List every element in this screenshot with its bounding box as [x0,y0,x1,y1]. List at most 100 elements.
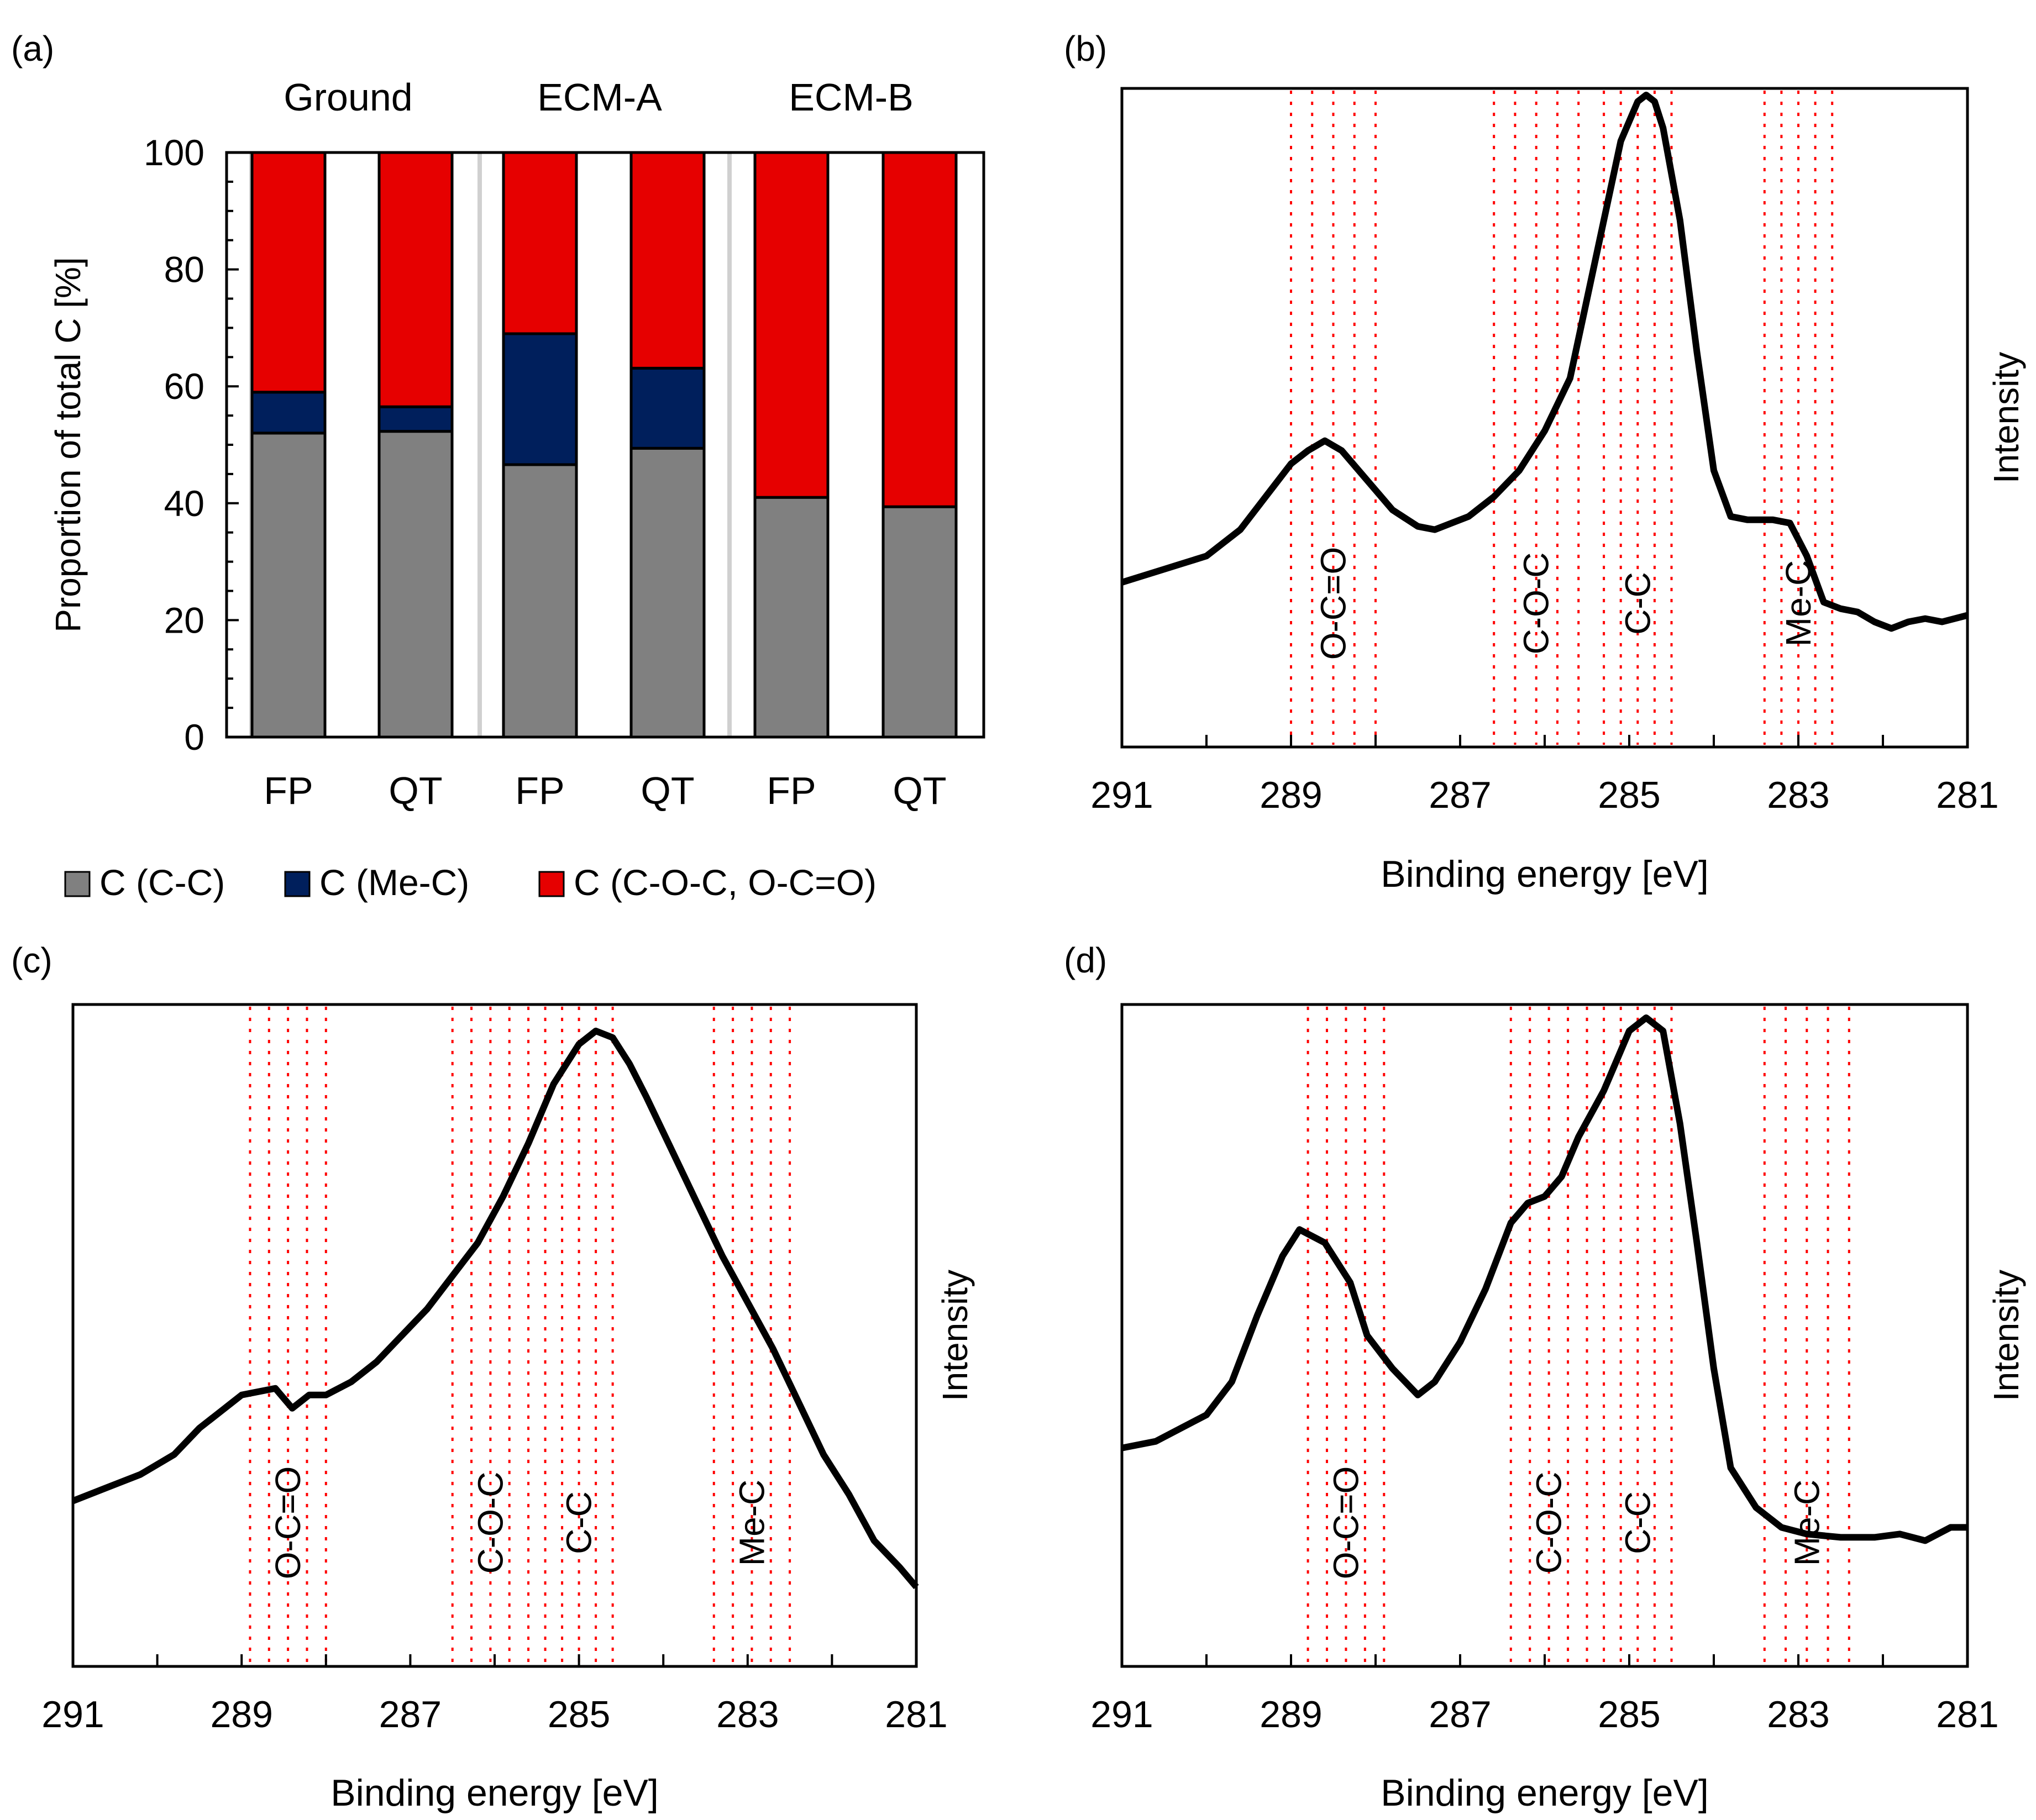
bar-segment-cc [881,505,958,739]
peak-bands: O-C=O C-O-C C-C Me-C [1290,91,1834,745]
x-axis: 291 289 287 285 283 281 [41,1654,948,1735]
bar-segment-coc [377,151,454,408]
peak-band-label: C-C [1618,1491,1657,1554]
peak-band: C-C [1603,1007,1673,1664]
peak-band-label: O-C=O [1314,547,1353,660]
spectrum-line [1121,1014,1967,1544]
panel-c-label: (c) [11,940,53,980]
x-axis-label: Binding energy [eV] [1381,853,1709,895]
legend: C (C-C) C (Me-C) C (C-O-C, O-C=O) [64,862,877,903]
peak-band: C-O-C [1493,91,1580,745]
legend-label-mec: C (Me-C) [319,862,469,903]
peak-band: Me-C [712,1007,791,1664]
y-axis-label: Intensity [1986,1270,2026,1401]
y-tick-label: 0 [184,717,204,758]
x-tick-label: 283 [716,1693,779,1735]
group-label-ecm-a: ECM-A [537,76,662,119]
peak-band-label: C-C [1618,572,1657,635]
legend-swatch-coc [538,871,565,897]
x-tick-label: 283 [1767,774,1829,816]
bar-segment-cc [753,496,830,739]
bar-segment-coc [250,151,327,394]
x-tick-label: 287 [1429,1693,1491,1735]
x-category-label: QT [893,769,946,812]
x-tick-label: 289 [210,1693,272,1735]
bar-segment-coc [502,151,578,335]
panel-c-xps-spectrum: (c) O-C=O C-O-C C-C Me-C 291 289 287 285 283 281… [11,940,975,1814]
x-category-label: FP [767,769,816,812]
x-axis: 291 289 287 285 283 281 [1090,1654,1999,1735]
peak-band: C-O-C [451,1007,530,1664]
peak-band: O-C=O [249,1007,327,1664]
x-tick-label: 283 [1767,1693,1829,1735]
bar-segment-mec [629,366,706,450]
y-tick-label: 100 [144,132,204,173]
peak-band: C-C [1603,91,1673,745]
x-tick-label: 281 [1936,1693,1998,1735]
spectrum-line [71,1027,919,1590]
group-label-ecm-b: ECM-B [789,76,914,119]
x-category-label: FP [264,769,313,812]
bar-segment-coc [881,151,958,508]
x-tick-label: 291 [41,1693,104,1735]
peak-band: O-C=O [1290,91,1377,745]
bar-segment-cc [250,432,327,739]
panel-d-label: (d) [1064,940,1107,980]
y-tick-label: 20 [164,599,204,640]
peak-bands: O-C=O C-O-C C-C Me-C [1306,1007,1850,1664]
y-tick-label: 80 [164,249,204,290]
y-axis: 0 20 40 60 80 100 [144,132,239,758]
legend-swatch-cc [64,871,91,897]
peak-band-label: C-O-C [1516,553,1556,655]
plot-frame [225,151,985,739]
panel-d-xps-spectrum: (d) O-C=O C-O-C C-C Me-C 291 289 287 285 283 281… [1064,940,2026,1814]
panel-a-label: (a) [11,29,54,69]
bar-segment-coc [629,151,706,370]
legend-label-coc: C (C-O-C, O-C=O) [574,862,877,903]
peak-band: O-C=O [1306,1007,1386,1664]
y-axis-label: Proportion of total C [%] [48,257,88,632]
panel-a-stacked-bar-chart: (a) Ground ECM-A ECM-B 0 20 40 60 80 100 Prop… [11,29,985,903]
bar-segment-mec [502,332,578,466]
x-tick-label: 289 [1260,774,1322,816]
bars [250,151,958,739]
spectrum-line [1121,91,1969,632]
peak-band-label: Me-C [1787,1480,1827,1566]
x-category-label: QT [641,769,694,812]
x-tick-label: 285 [1598,774,1660,816]
peak-band-label: C-O-C [470,1472,510,1574]
peak-band: Me-C [1763,91,1834,745]
bar-segment-cc [629,446,706,739]
panel-b-xps-spectrum: (b) O-C=O C-O-C C-C Me-C 291 289 287 285 283 281… [1064,29,2026,895]
y-axis-label: Intensity [935,1270,975,1401]
peak-band: C-C [544,1007,614,1664]
peak-band-label: O-C=O [1326,1466,1366,1579]
peak-band-label: Me-C [732,1480,772,1566]
group-label-ground: Ground [284,76,412,119]
peak-band: Me-C [1763,1007,1850,1664]
x-tick-label: 281 [885,1693,947,1735]
x-axis-label: Binding energy [eV] [1381,1772,1709,1814]
peak-band-label: O-C=O [268,1466,308,1579]
peak-bands: O-C=O C-O-C C-C Me-C [249,1007,791,1664]
y-tick-label: 60 [164,366,204,407]
x-tick-label: 281 [1936,774,1998,816]
bar-segment-cc [502,463,578,739]
x-tick-label: 285 [1598,1693,1660,1735]
y-axis-label: Intensity [1986,352,2026,483]
panel-b-label: (b) [1064,29,1107,69]
x-tick-label: 287 [379,1693,442,1735]
x-tick-label: 291 [1090,1693,1153,1735]
y-tick-label: 40 [164,483,204,524]
x-tick-label: 285 [548,1693,610,1735]
bar-segment-mec [250,391,327,435]
x-axis-label: Binding energy [eV] [330,1772,659,1814]
x-category-labels: FP QT FP QT FP QT [264,769,946,812]
x-tick-label: 291 [1090,774,1153,816]
peak-band-label: C-O-C [1529,1472,1569,1574]
bar-segment-cc [377,430,454,739]
x-axis: 291 289 287 285 283 281 [1090,735,1999,816]
group-labels: Ground ECM-A ECM-B [284,76,914,119]
legend-label-cc: C (C-C) [99,862,225,903]
